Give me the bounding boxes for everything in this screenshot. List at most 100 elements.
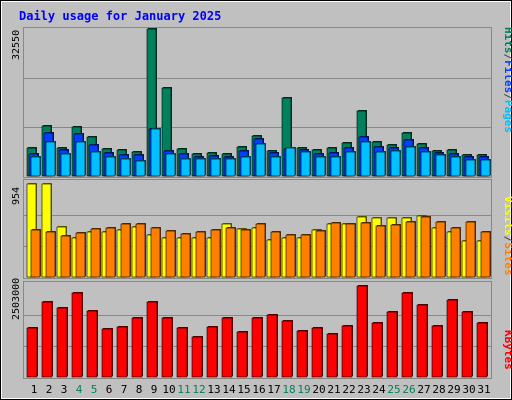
sites-bar-face [375,225,386,278]
kbytes-bar [461,311,473,378]
sites-bar-face [60,235,71,278]
pages-bar-face [375,151,386,177]
kbytes-bar-face [311,327,323,378]
day-tick-label: 18 [282,383,295,396]
kbytes-bar-face [476,322,488,378]
kbytes-bar [311,327,323,378]
kbytes-bar-face [101,328,113,378]
day-tick-label: 23 [357,383,370,396]
sites-bar-face [90,228,101,278]
pages-bar [105,156,116,177]
sites-bar-face [465,221,476,278]
pages-bar [285,147,296,177]
day-tick-label: 6 [106,383,113,396]
legend-label: / [502,236,512,243]
pages-bar [330,156,341,177]
kbytes-bar-face [176,327,188,378]
pages-bar-face [150,128,161,177]
day-tick-label: 19 [297,383,310,396]
sites-bar-face [360,222,371,278]
sites-bar-face [135,223,146,278]
pages-bar [360,141,371,177]
pages-bar-face [360,141,371,177]
day-tick-label: 15 [237,383,250,396]
kbytes-bar-face [416,304,428,378]
sites-bar-face [480,231,491,278]
pages-bar [255,143,266,177]
day-tick-label: 21 [327,383,340,396]
sites-bar [420,216,431,278]
sites-bar [330,222,341,278]
pages-bar [210,158,221,177]
pages-bar [165,153,176,177]
day-tick-label: 13 [207,383,220,396]
pages-bar [465,159,476,177]
kbytes-bar-face [71,292,83,378]
sites-bar [345,223,356,278]
pages-bar-face [165,153,176,177]
sites-bar [300,234,311,278]
kbytes-bar [341,325,353,378]
kbytes-bar-face [461,311,473,378]
pages-bar-face [75,141,86,177]
pages-bar-face [405,146,416,177]
kbytes-bar [236,331,248,378]
sites-bar [450,227,461,278]
legend-label: KBytes [502,330,512,370]
legend-label: Files [502,60,512,93]
sites-bar-face [180,233,191,278]
kbytes-bar [176,327,188,378]
pages-bar-face [195,158,206,177]
pages-bar-face [45,141,56,177]
kbytes-bar [101,328,113,378]
day-axis-labels: 1 2 3 4 5 6 7 8 9 10 11 12 13 14 15 16 17 18 19 20 21 22 23 24 2… [31,383,491,396]
hits-series-legend: Hits/Files/Pages [502,27,512,133]
sites-bar [150,227,161,278]
pages-bar [405,146,416,177]
legend-label: Pages [502,100,512,133]
pages-bar-face [420,151,431,177]
day-tick-label: 9 [151,383,158,396]
visits-scale-label: 954 [11,187,22,205]
sites-bar [375,225,386,278]
legend-label: / [502,54,512,61]
legend-label: / [502,93,512,100]
sites-bar-face [195,231,206,278]
pages-bar-face [435,154,446,177]
pages-bar-face [300,151,311,177]
kbytes-bar [161,317,173,378]
kbytes-bar-face [296,330,308,378]
sites-bar [360,222,371,278]
kbytes-bar [281,320,293,378]
pages-bar [390,150,401,177]
pages-bar [225,158,236,177]
pages-bar [345,151,356,177]
sites-bar-face [300,234,311,278]
day-tick-label: 3 [61,383,68,396]
day-tick-label: 17 [267,383,280,396]
pages-bar [450,156,461,177]
pages-bar [435,154,446,177]
legend-label: Sites [502,242,512,275]
sites-bar-face [330,222,341,278]
pages-bar-face [135,160,146,177]
pages-bar [45,141,56,177]
kbytes-bar [386,311,398,378]
kbytes-bar [371,322,383,378]
sites-bar [105,227,116,278]
kbytes-bar-face [221,317,233,378]
kbytes-bar-face [401,292,413,378]
day-tick-label: 12 [192,383,205,396]
pages-bar [480,159,491,177]
pages-bar-face [450,156,461,177]
day-tick-label: 5 [91,383,98,396]
day-tick-label: 26 [402,383,415,396]
kbytes-bar [326,333,338,378]
pages-bar [195,158,206,177]
kbytes-bar-face [86,310,98,378]
bars [26,28,491,378]
sites-bar [210,229,221,278]
kbytes-bar-face [251,317,263,378]
pages-bar-face [330,156,341,177]
sites-bar [165,230,176,278]
